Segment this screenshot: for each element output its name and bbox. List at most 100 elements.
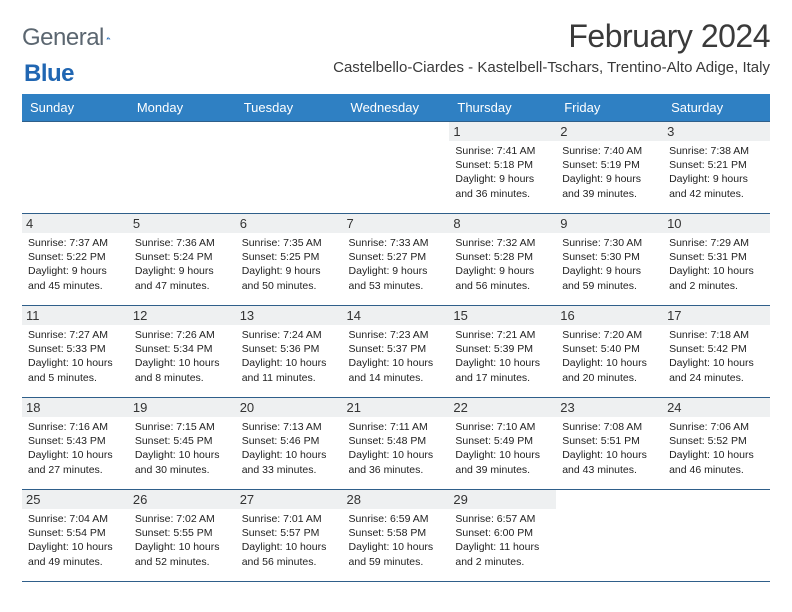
calendar-day-cell: 1Sunrise: 7:41 AMSunset: 5:18 PMDaylight… (449, 122, 556, 214)
daylight-text: Daylight: 10 hours and 2 minutes. (669, 264, 764, 292)
calendar-day-cell: 24Sunrise: 7:06 AMSunset: 5:52 PMDayligh… (663, 398, 770, 490)
sunrise-text: Sunrise: 7:29 AM (669, 236, 764, 250)
weekday-header: Wednesday (343, 94, 450, 122)
sunrise-text: Sunrise: 6:59 AM (349, 512, 444, 526)
day-detail: Sunrise: 7:40 AMSunset: 5:19 PMDaylight:… (562, 144, 657, 201)
calendar-week-row: 18Sunrise: 7:16 AMSunset: 5:43 PMDayligh… (22, 398, 770, 490)
sunset-text: Sunset: 5:42 PM (669, 342, 764, 356)
day-detail: Sunrise: 7:38 AMSunset: 5:21 PMDaylight:… (669, 144, 764, 201)
sunrise-text: Sunrise: 7:30 AM (562, 236, 657, 250)
day-number: 7 (343, 214, 450, 233)
sunrise-text: Sunrise: 7:15 AM (135, 420, 230, 434)
sunset-text: Sunset: 5:18 PM (455, 158, 550, 172)
calendar-day-cell: 7Sunrise: 7:33 AMSunset: 5:27 PMDaylight… (343, 214, 450, 306)
calendar-week-row: 4Sunrise: 7:37 AMSunset: 5:22 PMDaylight… (22, 214, 770, 306)
daylight-text: Daylight: 10 hours and 14 minutes. (349, 356, 444, 384)
day-number: 26 (129, 490, 236, 509)
daylight-text: Daylight: 9 hours and 36 minutes. (455, 172, 550, 200)
sunrise-text: Sunrise: 7:37 AM (28, 236, 123, 250)
sunset-text: Sunset: 5:27 PM (349, 250, 444, 264)
day-detail: Sunrise: 7:36 AMSunset: 5:24 PMDaylight:… (135, 236, 230, 293)
sunset-text: Sunset: 5:55 PM (135, 526, 230, 540)
brand-word1: General (22, 24, 104, 52)
location-subtitle: Castelbello-Ciardes - Kastelbell-Tschars… (333, 59, 770, 76)
calendar-day-cell: 13Sunrise: 7:24 AMSunset: 5:36 PMDayligh… (236, 306, 343, 398)
daylight-text: Daylight: 9 hours and 45 minutes. (28, 264, 123, 292)
daylight-text: Daylight: 10 hours and 27 minutes. (28, 448, 123, 476)
daylight-text: Daylight: 11 hours and 2 minutes. (455, 540, 550, 568)
day-detail: Sunrise: 7:11 AMSunset: 5:48 PMDaylight:… (349, 420, 444, 477)
day-detail: Sunrise: 7:08 AMSunset: 5:51 PMDaylight:… (562, 420, 657, 477)
sunset-text: Sunset: 5:31 PM (669, 250, 764, 264)
calendar-day-cell: 20Sunrise: 7:13 AMSunset: 5:46 PMDayligh… (236, 398, 343, 490)
calendar-day-cell: 11Sunrise: 7:27 AMSunset: 5:33 PMDayligh… (22, 306, 129, 398)
sunset-text: Sunset: 5:25 PM (242, 250, 337, 264)
sunrise-text: Sunrise: 7:10 AM (455, 420, 550, 434)
sunrise-text: Sunrise: 7:24 AM (242, 328, 337, 342)
sunset-text: Sunset: 5:43 PM (28, 434, 123, 448)
calendar-empty-cell (556, 490, 663, 582)
calendar-day-cell: 23Sunrise: 7:08 AMSunset: 5:51 PMDayligh… (556, 398, 663, 490)
day-detail: Sunrise: 7:06 AMSunset: 5:52 PMDaylight:… (669, 420, 764, 477)
sunrise-text: Sunrise: 7:32 AM (455, 236, 550, 250)
sunrise-text: Sunrise: 7:16 AM (28, 420, 123, 434)
day-number: 25 (22, 490, 129, 509)
calendar-day-cell: 15Sunrise: 7:21 AMSunset: 5:39 PMDayligh… (449, 306, 556, 398)
calendar-empty-cell (343, 122, 450, 214)
sunrise-text: Sunrise: 7:35 AM (242, 236, 337, 250)
weekday-header: Monday (129, 94, 236, 122)
daylight-text: Daylight: 10 hours and 30 minutes. (135, 448, 230, 476)
sunset-text: Sunset: 5:34 PM (135, 342, 230, 356)
sunrise-text: Sunrise: 7:40 AM (562, 144, 657, 158)
calendar-day-cell: 2Sunrise: 7:40 AMSunset: 5:19 PMDaylight… (556, 122, 663, 214)
day-number: 29 (449, 490, 556, 509)
day-detail: Sunrise: 7:30 AMSunset: 5:30 PMDaylight:… (562, 236, 657, 293)
calendar-day-cell: 8Sunrise: 7:32 AMSunset: 5:28 PMDaylight… (449, 214, 556, 306)
daylight-text: Daylight: 10 hours and 56 minutes. (242, 540, 337, 568)
daylight-text: Daylight: 10 hours and 5 minutes. (28, 356, 123, 384)
calendar-day-cell: 12Sunrise: 7:26 AMSunset: 5:34 PMDayligh… (129, 306, 236, 398)
day-number: 19 (129, 398, 236, 417)
day-detail: Sunrise: 6:59 AMSunset: 5:58 PMDaylight:… (349, 512, 444, 569)
day-number: 15 (449, 306, 556, 325)
sunset-text: Sunset: 5:48 PM (349, 434, 444, 448)
day-detail: Sunrise: 7:02 AMSunset: 5:55 PMDaylight:… (135, 512, 230, 569)
sunrise-text: Sunrise: 7:13 AM (242, 420, 337, 434)
day-number: 18 (22, 398, 129, 417)
sunrise-text: Sunrise: 7:21 AM (455, 328, 550, 342)
calendar-day-cell: 10Sunrise: 7:29 AMSunset: 5:31 PMDayligh… (663, 214, 770, 306)
weekday-header: Sunday (22, 94, 129, 122)
calendar-day-cell: 9Sunrise: 7:30 AMSunset: 5:30 PMDaylight… (556, 214, 663, 306)
day-number: 27 (236, 490, 343, 509)
daylight-text: Daylight: 10 hours and 20 minutes. (562, 356, 657, 384)
daylight-text: Daylight: 10 hours and 36 minutes. (349, 448, 444, 476)
brand-word2: Blue (24, 60, 74, 87)
sunrise-text: Sunrise: 6:57 AM (455, 512, 550, 526)
day-detail: Sunrise: 7:37 AMSunset: 5:22 PMDaylight:… (28, 236, 123, 293)
sunrise-text: Sunrise: 7:38 AM (669, 144, 764, 158)
daylight-text: Daylight: 9 hours and 42 minutes. (669, 172, 764, 200)
sunrise-text: Sunrise: 7:18 AM (669, 328, 764, 342)
weekday-header: Thursday (449, 94, 556, 122)
day-number: 17 (663, 306, 770, 325)
sunset-text: Sunset: 5:49 PM (455, 434, 550, 448)
day-number: 20 (236, 398, 343, 417)
sunset-text: Sunset: 5:40 PM (562, 342, 657, 356)
calendar-table: SundayMondayTuesdayWednesdayThursdayFrid… (22, 94, 770, 582)
calendar-day-cell: 22Sunrise: 7:10 AMSunset: 5:49 PMDayligh… (449, 398, 556, 490)
day-number: 5 (129, 214, 236, 233)
daylight-text: Daylight: 10 hours and 8 minutes. (135, 356, 230, 384)
calendar-day-cell: 16Sunrise: 7:20 AMSunset: 5:40 PMDayligh… (556, 306, 663, 398)
day-number: 12 (129, 306, 236, 325)
calendar-week-row: 11Sunrise: 7:27 AMSunset: 5:33 PMDayligh… (22, 306, 770, 398)
sunset-text: Sunset: 5:37 PM (349, 342, 444, 356)
daylight-text: Daylight: 10 hours and 33 minutes. (242, 448, 337, 476)
month-title: February 2024 (333, 18, 770, 55)
day-detail: Sunrise: 7:15 AMSunset: 5:45 PMDaylight:… (135, 420, 230, 477)
sunrise-text: Sunrise: 7:27 AM (28, 328, 123, 342)
calendar-empty-cell (129, 122, 236, 214)
calendar-day-cell: 4Sunrise: 7:37 AMSunset: 5:22 PMDaylight… (22, 214, 129, 306)
calendar-day-cell: 29Sunrise: 6:57 AMSunset: 6:00 PMDayligh… (449, 490, 556, 582)
daylight-text: Daylight: 9 hours and 50 minutes. (242, 264, 337, 292)
daylight-text: Daylight: 10 hours and 24 minutes. (669, 356, 764, 384)
